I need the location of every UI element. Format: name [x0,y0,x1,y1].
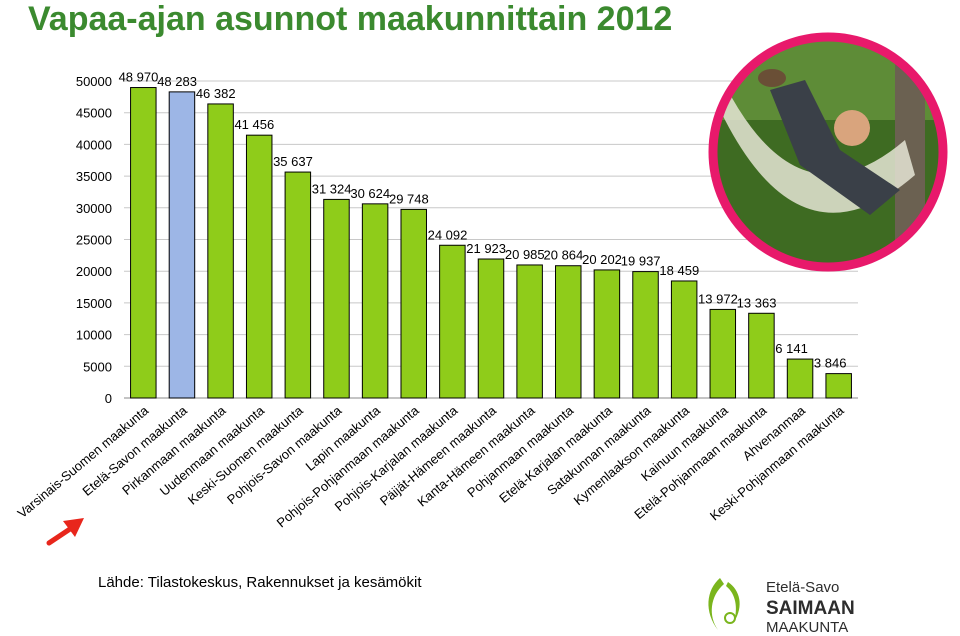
data-label: 46 382 [196,86,236,101]
bar [400,208,427,399]
data-label: 20 202 [582,252,622,267]
logo-line2: SAIMAAN [766,598,855,619]
bar [709,308,737,399]
bar [245,134,273,399]
bar [284,171,312,399]
bar [477,258,505,399]
hammock-photo [708,32,948,272]
bar [130,87,157,399]
data-label: 48 970 [119,70,159,85]
data-label: 35 637 [273,154,313,169]
bar [555,265,582,399]
y-tick-label: 0 [105,391,112,406]
source-note: Lähde: Tilastokeskus, Rakennukset ja kes… [98,574,422,591]
y-tick-label: 10000 [76,328,112,343]
highlight-arrow-icon [46,518,84,546]
bar [670,280,698,399]
data-label: 31 324 [312,181,352,196]
y-tick-label: 45000 [76,106,112,121]
bar [632,271,659,399]
data-label: 41 456 [234,117,274,132]
data-label: 6 141 [775,341,808,356]
data-label: 30 624 [350,186,390,201]
chart-title: Vapaa-ajan asunnot maakunnittain 2012 [28,0,673,38]
logo-line1: Etelä-Savo [766,579,839,596]
y-tick-label: 25000 [76,233,112,248]
saimaan-maakunta-logo: Etelä-Savo SAIMAAN MAAKUNTA [708,578,855,636]
bar [786,358,814,399]
y-tick-label: 40000 [76,137,112,152]
data-label: 24 092 [428,227,468,242]
data-label: 3 846 [814,356,847,371]
bar [748,312,775,399]
bar [516,264,543,399]
bar [323,198,350,399]
data-label: 21 923 [466,241,506,256]
logo-line3: MAAKUNTA [766,619,848,636]
data-label: 20 864 [544,248,584,263]
data-label: 19 937 [621,254,661,269]
y-tick-label: 50000 [76,74,112,89]
data-label: 13 363 [737,295,777,310]
swan-emblem-icon [708,578,740,630]
y-tick-label: 30000 [76,201,112,216]
data-label: 20 985 [505,247,545,262]
bar [361,203,389,399]
bar [207,103,234,399]
y-tick-label: 15000 [76,296,112,311]
y-tick-label: 20000 [76,264,112,279]
bar [168,91,196,399]
y-tick-label: 5000 [83,359,112,374]
y-tick-label: 35000 [76,169,112,184]
bar [439,244,466,399]
bar [593,269,621,399]
data-label: 29 748 [389,191,429,206]
data-label: 48 283 [157,74,197,89]
bar [825,373,852,399]
data-label: 18 459 [659,263,699,278]
data-label: 13 972 [698,291,738,306]
